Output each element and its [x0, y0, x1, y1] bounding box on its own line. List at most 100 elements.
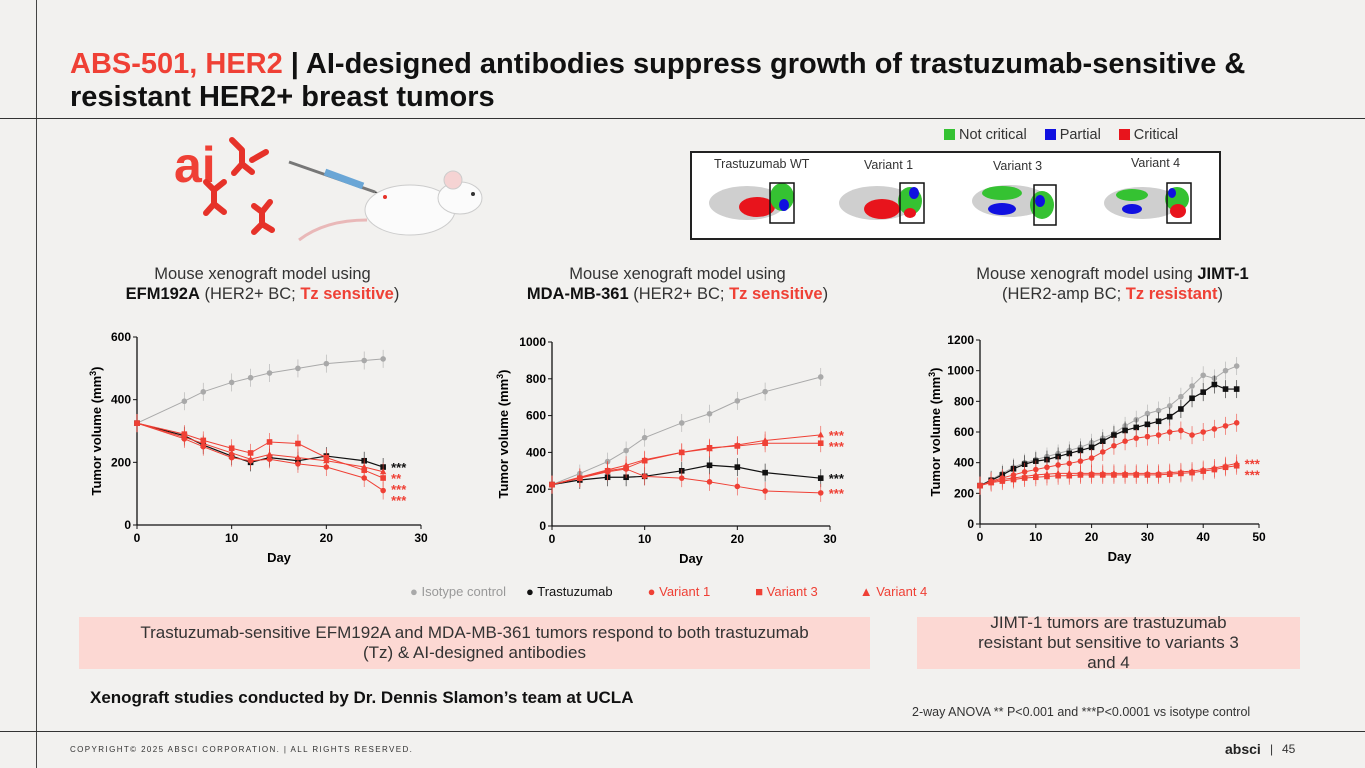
panel-title-line1: Mouse xenograft model using [569, 265, 786, 283]
series-variant-4 [976, 454, 1240, 495]
panel-title-end: ) [822, 285, 829, 303]
data-point [1189, 395, 1195, 402]
data-point [817, 475, 824, 481]
significance-label: *** [391, 493, 407, 508]
data-point [576, 473, 583, 480]
data-point [1222, 462, 1229, 469]
panel-title-line1: Mouse xenograft model using [154, 265, 371, 283]
legend-not-critical: Not critical [944, 127, 1027, 143]
data-point [1133, 424, 1140, 431]
data-point [604, 466, 611, 473]
panel-title-efm192a: Mouse xenograft model using EFM192A (HER… [100, 264, 425, 304]
legend-label: Critical [1133, 127, 1179, 143]
data-point [1066, 469, 1073, 476]
data-point [1122, 438, 1128, 444]
data-point [1178, 393, 1184, 400]
data-point [1032, 471, 1039, 478]
data-point [762, 469, 768, 476]
cell-line-name: MDA-MB-361 [526, 285, 629, 303]
data-point [1088, 469, 1095, 476]
y-tick-label: 600 [526, 409, 546, 423]
data-point [706, 479, 713, 485]
legend-critical: Critical [1118, 127, 1179, 143]
callout-resistant-text: JIMT-1 tumors are trastuzumab resistant … [978, 613, 1239, 672]
legend-label: Isotype control [421, 584, 507, 599]
data-point [734, 483, 741, 490]
panel-title-line1: Mouse xenograft model using JIMT-1 [930, 264, 1295, 284]
left-margin-rule [36, 0, 37, 768]
x-tick-label: 30 [1141, 530, 1155, 544]
x-tick-label: 0 [134, 531, 141, 545]
data-point [380, 356, 386, 362]
panel-title-mid: (HER2+ BC; [199, 285, 301, 303]
legend-item: ● Isotype control [410, 584, 506, 599]
y-tick-label: 400 [954, 456, 974, 470]
legend-partial: Partial [1044, 127, 1101, 143]
antibody-icon [203, 137, 275, 235]
legend-label: Partial [1059, 127, 1101, 143]
data-point [133, 419, 141, 426]
data-point [181, 433, 188, 440]
y-axis-label: Tumor volume (mm3) [495, 369, 511, 498]
page-number: 45 [1282, 742, 1296, 756]
y-tick-label: 600 [954, 425, 974, 439]
mouse-injection-illustration [288, 160, 483, 242]
panel-title-end: ) [1217, 285, 1223, 303]
x-tick-label: 30 [414, 531, 428, 545]
legend-label: Variant 4 [876, 584, 928, 599]
sensitivity-label: Tz resistant [1125, 285, 1218, 303]
y-tick-label: 800 [526, 372, 546, 386]
data-point [1144, 421, 1151, 428]
data-point [1222, 386, 1229, 392]
callout-sensitive-text: Trastuzumab-sensitive EFM192A and MDA-MB… [140, 623, 809, 662]
protein-structure-wt [709, 182, 795, 224]
data-point [1111, 443, 1117, 449]
y-axis-label: Tumor volume (mm3) [88, 366, 104, 495]
series-line [551, 464, 821, 486]
data-point [761, 436, 769, 443]
y-tick-label: 400 [111, 393, 131, 407]
data-point [1211, 464, 1218, 471]
x-tick-label: 0 [549, 532, 556, 546]
data-point [706, 410, 713, 417]
data-point [1110, 469, 1118, 476]
data-point [1066, 460, 1073, 467]
significance-label: *** [829, 471, 845, 486]
y-tick-label: 1000 [947, 364, 974, 378]
data-point [1144, 410, 1151, 417]
series-line [551, 468, 821, 494]
data-point [294, 454, 302, 461]
data-point [1144, 469, 1151, 476]
data-point [181, 398, 188, 405]
data-point [1155, 432, 1162, 438]
structure-label-v3: Variant 3 [993, 159, 1043, 173]
protein-structure-v3 [972, 184, 1057, 226]
data-point [1189, 383, 1195, 389]
series-line [136, 422, 384, 491]
data-point [1155, 407, 1162, 414]
structure-label-v4: Variant 4 [1131, 156, 1181, 170]
series-variant-4 [548, 425, 824, 494]
x-tick-label: 20 [1085, 530, 1099, 544]
data-point [323, 360, 330, 367]
data-point [817, 490, 824, 496]
legend-item: ■ Variant 3 [755, 584, 818, 599]
significance-label: *** [391, 482, 407, 497]
page-title: ABS-501, HER2 | AI-designed antibodies s… [70, 48, 1330, 114]
legend-item: ▲ Variant 4 [860, 584, 928, 599]
header-divider [0, 118, 1365, 119]
series-isotype-control [134, 349, 386, 433]
series-line [979, 465, 1237, 487]
series-line [136, 358, 384, 424]
superscript: 3 [495, 374, 505, 379]
data-point [734, 398, 741, 404]
panel-title-mid: (HER2+ BC; [628, 285, 730, 303]
callout-resistant: JIMT-1 tumors are trastuzumab resistant … [917, 613, 1300, 672]
sensitivity-label: Tz sensitive [729, 285, 823, 303]
legend-marker-icon: ● [647, 584, 660, 599]
panel-title-line2: EFM192A (HER2+ BC; Tz sensitive) [100, 284, 425, 304]
protein-structure-v4 [1104, 182, 1192, 224]
cell-line-name: EFM192A [125, 285, 200, 303]
significance-label: *** [829, 439, 845, 454]
data-point [817, 374, 824, 380]
